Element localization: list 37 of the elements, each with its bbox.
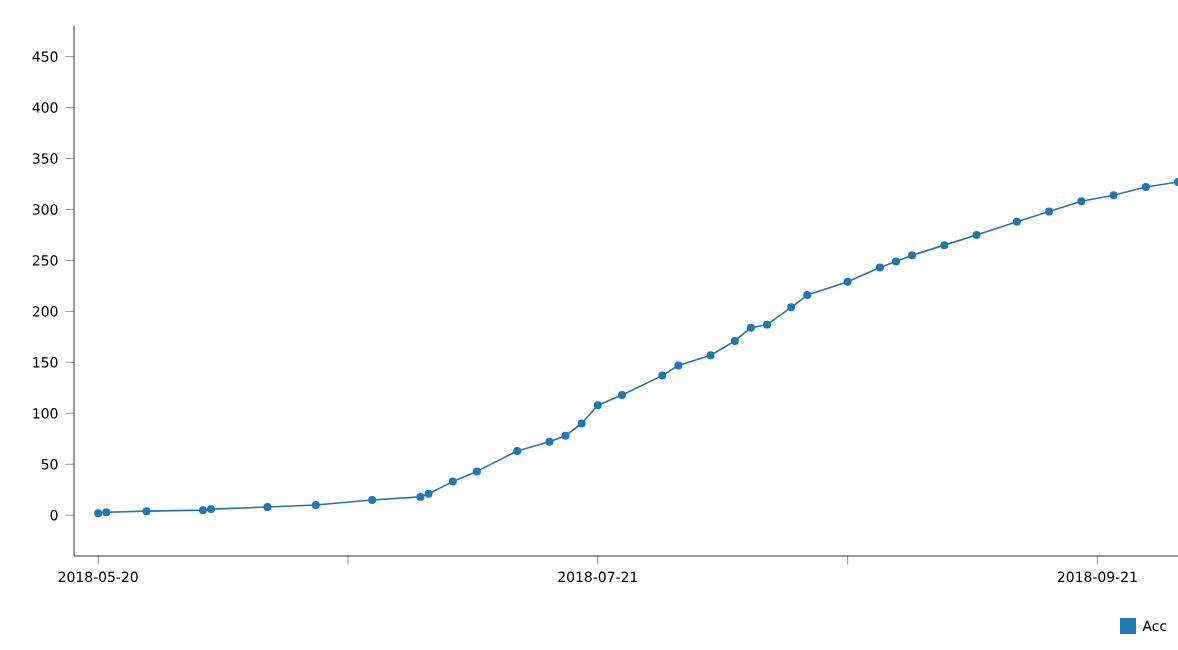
point bbox=[1109, 191, 1118, 200]
point bbox=[416, 492, 425, 501]
point bbox=[207, 505, 215, 514]
point bbox=[787, 303, 796, 312]
point bbox=[746, 323, 755, 332]
point bbox=[1077, 197, 1086, 206]
point bbox=[513, 447, 522, 456]
point bbox=[577, 419, 586, 428]
point bbox=[198, 506, 207, 515]
point bbox=[763, 320, 772, 329]
point bbox=[561, 431, 570, 440]
point bbox=[1141, 183, 1150, 192]
point bbox=[658, 371, 667, 380]
point bbox=[102, 508, 111, 517]
point bbox=[311, 501, 320, 510]
point bbox=[730, 336, 739, 345]
point bbox=[1012, 217, 1021, 226]
point bbox=[142, 507, 151, 516]
point bbox=[424, 489, 433, 498]
point bbox=[940, 241, 949, 250]
point bbox=[803, 291, 812, 300]
point bbox=[472, 467, 481, 476]
point bbox=[545, 437, 554, 446]
point bbox=[263, 503, 272, 512]
point bbox=[843, 277, 852, 286]
point bbox=[908, 251, 917, 260]
point bbox=[891, 257, 900, 266]
point bbox=[875, 263, 884, 272]
point bbox=[368, 495, 377, 504]
point bbox=[448, 477, 457, 486]
point bbox=[94, 509, 103, 518]
point bbox=[674, 361, 683, 370]
point bbox=[1045, 207, 1054, 216]
point bbox=[972, 230, 981, 239]
point bbox=[593, 401, 602, 410]
point bbox=[617, 390, 626, 399]
point bbox=[706, 351, 715, 360]
